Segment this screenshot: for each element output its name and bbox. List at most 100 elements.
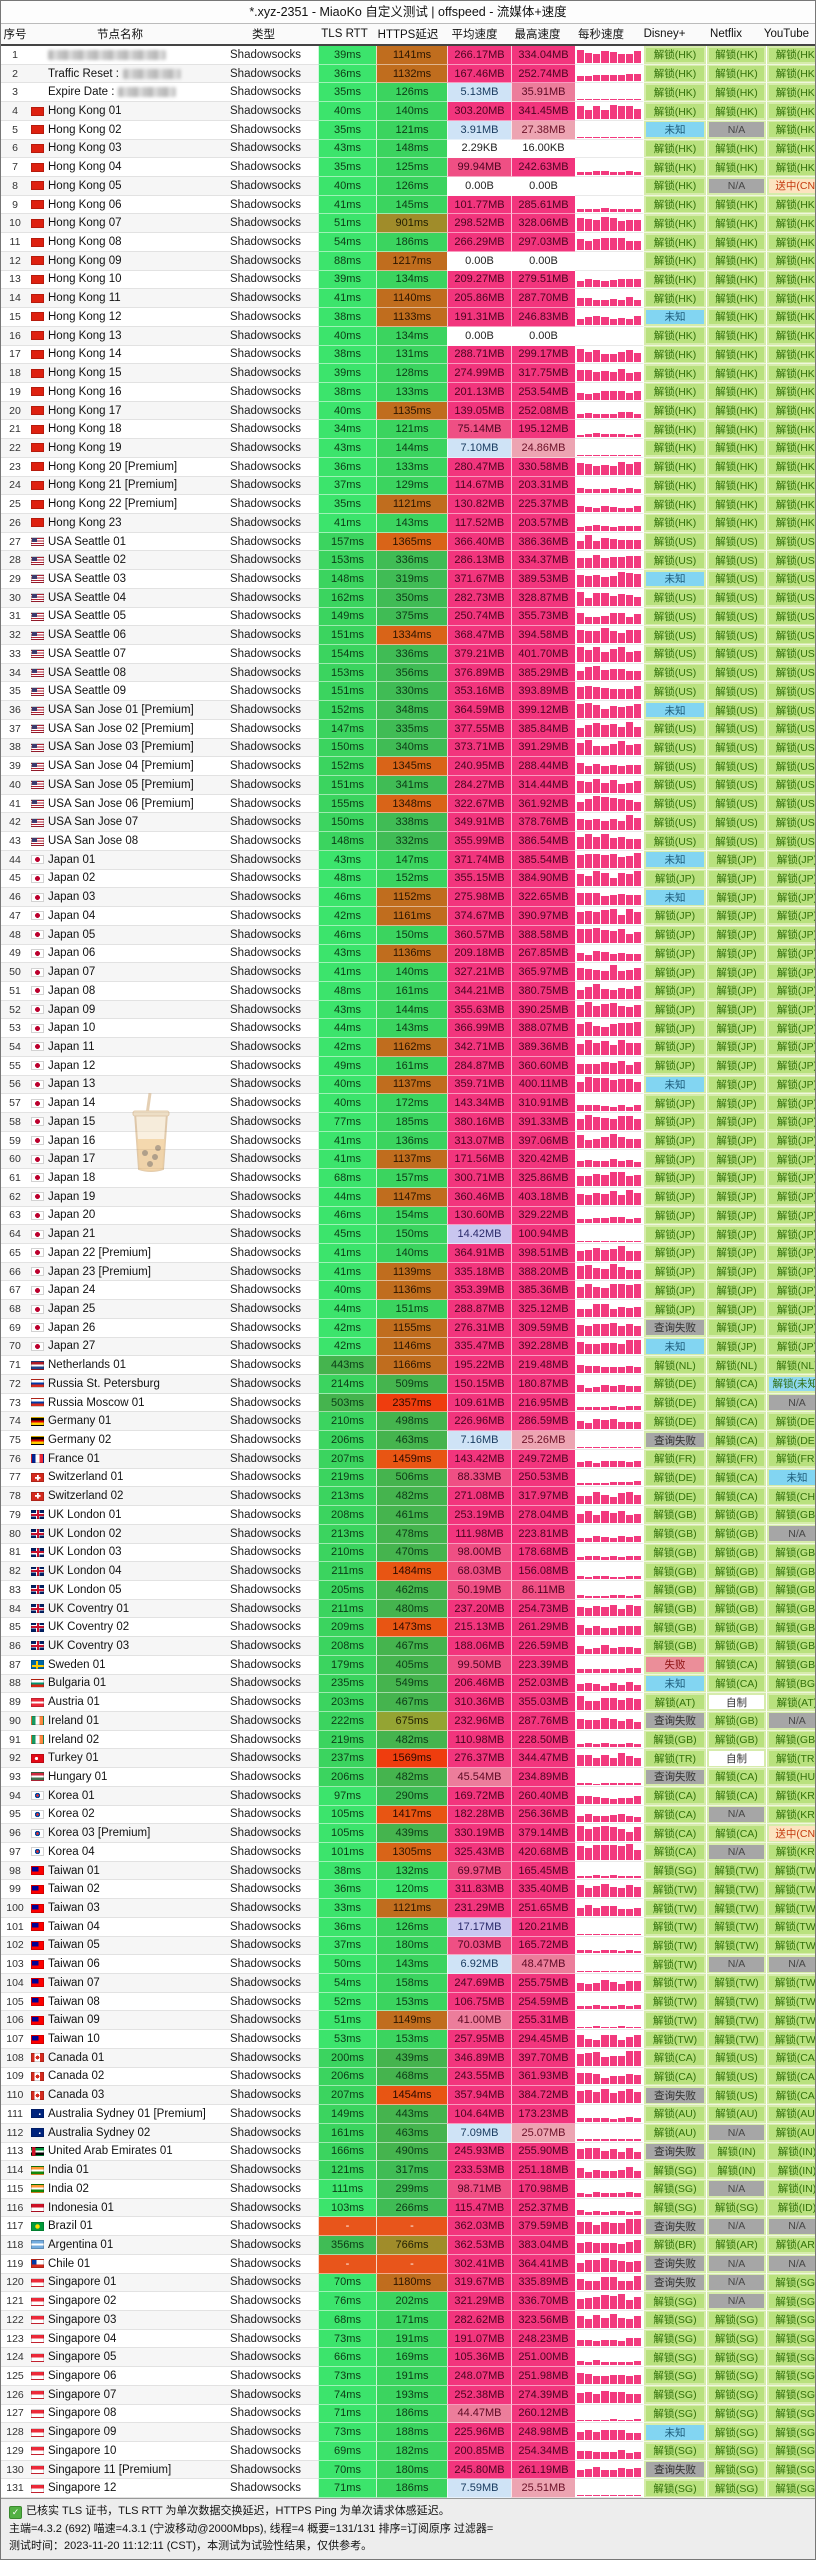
- disney-status-cell: 解锁(SG): [643, 2292, 706, 2311]
- per-second-speed-graph: [575, 158, 643, 178]
- node-name-cell: [29, 46, 213, 65]
- country-flag-icon: [31, 2259, 44, 2269]
- youtube-status-badge: 解锁(HK): [769, 197, 815, 212]
- table-row: 55 Japan 12 Shadowsocks 49ms 161ms 284.87MB 36…: [1, 1056, 815, 1076]
- country-flag-icon: [31, 2427, 44, 2437]
- avg-speed-cell: 231.29MB: [447, 1899, 511, 1918]
- disney-status-cell: 解锁(HK): [643, 46, 706, 65]
- node-name-label: Australia Sydney 01 [Premium]: [48, 2107, 206, 2120]
- disney-status-badge: 解锁(HK): [646, 328, 704, 343]
- https-latency-cell: 1473ms: [376, 1618, 447, 1638]
- netflix-status-cell: N/A: [706, 1843, 766, 1862]
- country-flag-icon: [31, 1304, 44, 1314]
- avg-speed-cell: 109.61MB: [447, 1393, 511, 1413]
- tls-rtt-cell: 101ms: [318, 1843, 376, 1862]
- tls-rtt-cell: 41ms: [318, 963, 376, 982]
- netflix-status-badge: 解锁(JP): [709, 1301, 764, 1317]
- node-name-label: Japan 23 [Premium]: [48, 1265, 151, 1278]
- netflix-status-cell: 解锁(US): [706, 2086, 766, 2106]
- netflix-status-badge: 解锁(HK): [709, 515, 764, 531]
- disney-status-badge: 解锁(SG): [646, 2312, 704, 2328]
- tls-rtt-cell: 237ms: [318, 1749, 376, 1769]
- youtube-status-cell: 解锁(JP): [766, 1056, 815, 1076]
- country-flag-icon: [31, 1547, 44, 1557]
- country-flag-icon: [31, 106, 44, 116]
- tls-rtt-cell: 38ms: [318, 308, 376, 327]
- per-second-speed-graph: [575, 1075, 643, 1095]
- netflix-status-badge: 解锁(JP): [709, 1114, 764, 1130]
- per-second-speed-graph: [575, 1375, 643, 1394]
- youtube-status-cell: 解锁(US): [766, 532, 815, 552]
- table-row: 16 Hong Kong 13 Shadowsocks 40ms 134ms 0.00B 0…: [1, 326, 815, 346]
- per-second-speed-graph: [575, 1056, 643, 1076]
- node-name-cell: Hong Kong 23: [29, 513, 213, 533]
- index-cell: 65: [1, 1244, 29, 1263]
- netflix-status-cell: 解锁(IN): [706, 2142, 766, 2162]
- netflix-status-badge: 解锁(US): [709, 796, 764, 811]
- youtube-status-badge: 解锁(KR): [769, 1807, 815, 1822]
- netflix-status-cell: 解锁(JP): [706, 869, 766, 889]
- table-row: 65 Japan 22 [Premium] Shadowsocks 41ms 140ms…: [1, 1244, 815, 1263]
- node-name-cell: Japan 19: [29, 1187, 213, 1207]
- protocol-type-cell: Shadowsocks: [213, 1225, 318, 1244]
- node-name-cell: Japan 11: [29, 1038, 213, 1057]
- netflix-status-cell: 解锁(TW): [706, 1899, 766, 1918]
- country-flag-icon: [31, 424, 44, 434]
- node-name-cell: Bulgaria 01: [29, 1674, 213, 1694]
- youtube-status-cell: 解锁(JP): [766, 1169, 815, 1188]
- disney-status-badge: 解锁(TW): [646, 1881, 704, 1897]
- youtube-status-badge: 解锁(IN): [769, 2144, 815, 2159]
- youtube-status-cell: 解锁(JP): [766, 1318, 815, 1338]
- max-speed-cell: 365.97MB: [511, 963, 575, 982]
- netflix-status-badge: N/A: [709, 2293, 764, 2309]
- avg-speed-cell: 366.40MB: [447, 532, 511, 552]
- youtube-status-badge: N/A: [769, 2218, 815, 2234]
- disney-status-badge: 解锁(HK): [646, 459, 704, 475]
- per-second-speed-graph: [575, 233, 643, 252]
- youtube-status-cell: 解锁(HK): [766, 102, 815, 121]
- youtube-status-cell: 解锁(JP): [766, 888, 815, 908]
- node-name-label: Japan 19: [48, 1190, 96, 1203]
- youtube-status-cell: 解锁(CA): [766, 2048, 815, 2068]
- avg-speed-cell: 276.37MB: [447, 1749, 511, 1769]
- netflix-status-badge: 解锁(US): [709, 2069, 764, 2084]
- node-name-cell: Argentina 01: [29, 2236, 213, 2255]
- https-latency-cell: 143ms: [376, 1019, 447, 1039]
- netflix-status-cell: N/A: [706, 2254, 766, 2274]
- disney-status-cell: 解锁(HK): [643, 158, 706, 178]
- max-speed-cell: 225.37MB: [511, 495, 575, 514]
- disney-status-badge: 解锁(TW): [646, 1994, 704, 2009]
- max-speed-cell: 394.58MB: [511, 626, 575, 645]
- disney-status-badge: 解锁(JP): [646, 1002, 704, 1017]
- node-name-cell: Singapore 10: [29, 2442, 213, 2461]
- protocol-type-cell: Shadowsocks: [213, 1300, 318, 1319]
- per-second-speed-graph: [575, 1936, 643, 1956]
- youtube-status-badge: 解锁(US): [769, 721, 815, 737]
- per-second-speed-graph: [575, 1880, 643, 1900]
- node-name-cell: USA Seattle 03: [29, 570, 213, 589]
- disney-status-cell: 解锁(DE): [643, 1412, 706, 1432]
- netflix-status-badge: 解锁(US): [709, 721, 764, 737]
- youtube-status-badge: 解锁(JP): [769, 1170, 815, 1186]
- per-second-speed-graph: [575, 1917, 643, 1937]
- node-name-label: USA Seattle 05: [48, 610, 126, 623]
- per-second-speed-graph: [575, 2048, 643, 2068]
- per-second-speed-graph: [575, 83, 643, 103]
- node-name-cell: UK London 05: [29, 1580, 213, 1600]
- youtube-status-badge: 解锁(JP): [769, 1282, 815, 1298]
- avg-speed-cell: 233.53MB: [447, 2161, 511, 2180]
- index-cell: 91: [1, 1730, 29, 1750]
- protocol-type-cell: Shadowsocks: [213, 869, 318, 889]
- protocol-type-cell: Shadowsocks: [213, 2442, 318, 2461]
- node-name-label: Singapore 10: [48, 2444, 117, 2457]
- netflix-status-cell: 解锁(HK): [706, 233, 766, 252]
- per-second-speed-graph: [575, 1187, 643, 1207]
- country-flag-icon: [31, 480, 44, 490]
- https-latency-cell: 1137ms: [376, 1150, 447, 1170]
- max-speed-cell: 385.29MB: [511, 663, 575, 683]
- country-flag-icon: [31, 274, 44, 284]
- youtube-status-badge: 解锁(SG): [769, 2424, 815, 2440]
- country-flag-icon: [31, 555, 44, 565]
- node-name-label: USA Seattle 09: [48, 685, 126, 698]
- https-latency-cell: 126ms: [376, 83, 447, 103]
